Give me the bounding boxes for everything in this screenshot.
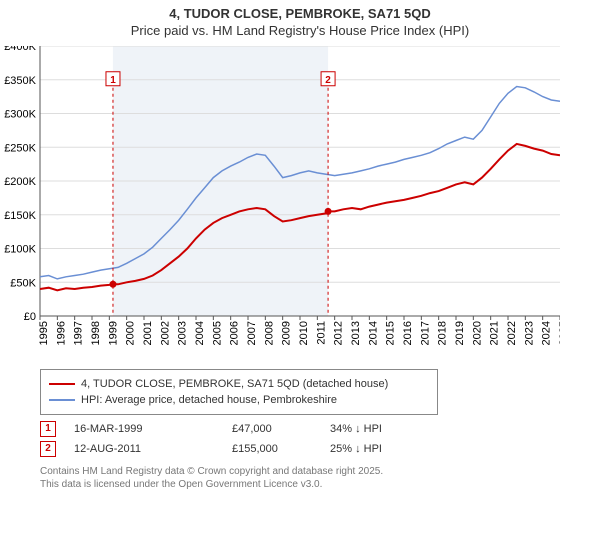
x-tick-label: 2003	[177, 321, 189, 345]
x-tick-label: 1996	[55, 321, 67, 345]
chart-area: £0 £50K £100K £150K £200K £250K £300K £350K £400…	[0, 46, 600, 361]
credit-line-1: Contains HM Land Registry data © Crown c…	[40, 465, 600, 478]
marker1-date: 16-MAR-1999	[74, 423, 214, 435]
y-tick-label: £150K	[4, 210, 36, 222]
title-line-1: 4, TUDOR CLOSE, PEMBROKE, SA71 5QD	[0, 0, 600, 21]
x-tick-label: 2012	[333, 321, 345, 345]
marker-badge-1: 1	[40, 421, 56, 437]
marker2-price: £155,000	[232, 443, 312, 455]
chart-marker-dot	[325, 208, 332, 215]
x-tick-label: 2022	[506, 321, 518, 345]
marker-row-1: 1 16-MAR-1999 £47,000 34% ↓ HPI	[40, 421, 600, 437]
y-tick-label: £100K	[4, 244, 36, 256]
x-tick-label: 1995	[38, 321, 50, 345]
x-tick-label: 2018	[437, 321, 449, 345]
y-tick-label: £50K	[10, 277, 36, 289]
marker1-hpi: 34% ↓ HPI	[330, 423, 440, 435]
y-tick-label: £200K	[4, 176, 36, 188]
price-chart-svg: £0 £50K £100K £150K £200K £250K £300K £350K £400…	[0, 46, 560, 356]
legend-swatch-hpi	[49, 399, 75, 401]
y-tick-label: £250K	[4, 142, 36, 154]
marker2-date: 12-AUG-2011	[74, 443, 214, 455]
y-tick-label: £0	[24, 311, 36, 323]
title-line-2: Price paid vs. HM Land Registry's House …	[0, 21, 600, 38]
chart-marker-dot	[109, 281, 116, 288]
x-tick-label: 2023	[523, 321, 535, 345]
marker1-price: £47,000	[232, 423, 312, 435]
x-tick-label: 2004	[194, 321, 206, 345]
x-tick-label: 1999	[107, 321, 119, 345]
y-tick-label: £350K	[4, 75, 36, 87]
x-tick-label: 2009	[281, 321, 293, 345]
chart-marker-label: 2	[325, 75, 331, 86]
marker-badge-2: 2	[40, 441, 56, 457]
credit-text: Contains HM Land Registry data © Crown c…	[40, 465, 600, 491]
x-tick-label: 2017	[419, 321, 431, 345]
y-tick-label: £300K	[4, 109, 36, 121]
credit-line-2: This data is licensed under the Open Gov…	[40, 478, 600, 491]
x-tick-label: 2025	[558, 321, 560, 345]
legend-row-price: 4, TUDOR CLOSE, PEMBROKE, SA71 5QD (deta…	[49, 376, 429, 392]
x-tick-label: 1997	[73, 321, 85, 345]
legend-label-hpi: HPI: Average price, detached house, Pemb…	[81, 392, 337, 408]
x-tick-label: 2006	[229, 321, 241, 345]
x-tick-label: 2015	[385, 321, 397, 345]
x-tick-label: 2008	[263, 321, 275, 345]
x-tick-label: 2010	[298, 321, 310, 345]
marker-row-2: 2 12-AUG-2011 £155,000 25% ↓ HPI	[40, 441, 600, 457]
x-tick-label: 2020	[471, 321, 483, 345]
x-tick-label: 2014	[367, 321, 379, 345]
x-tick-label: 2021	[489, 321, 501, 345]
marker2-hpi: 25% ↓ HPI	[330, 443, 440, 455]
x-tick-label: 2011	[315, 321, 327, 345]
x-tick-label: 2001	[142, 321, 154, 345]
x-tick-label: 2016	[402, 321, 414, 345]
legend-box: 4, TUDOR CLOSE, PEMBROKE, SA71 5QD (deta…	[40, 369, 438, 415]
legend-label-price: 4, TUDOR CLOSE, PEMBROKE, SA71 5QD (deta…	[81, 376, 388, 392]
x-tick-label: 2007	[246, 321, 258, 345]
x-tick-label: 2024	[541, 321, 553, 345]
y-tick-label: £400K	[4, 46, 36, 53]
chart-marker-label: 1	[110, 75, 116, 86]
x-tick-label: 2002	[159, 321, 171, 345]
x-tick-label: 2013	[350, 321, 362, 345]
x-tick-label: 1998	[90, 321, 102, 345]
x-tick-label: 2019	[454, 321, 466, 345]
x-tick-label: 2000	[125, 321, 137, 345]
legend-swatch-price	[49, 383, 75, 385]
legend-row-hpi: HPI: Average price, detached house, Pemb…	[49, 392, 429, 408]
x-tick-label: 2005	[211, 321, 223, 345]
